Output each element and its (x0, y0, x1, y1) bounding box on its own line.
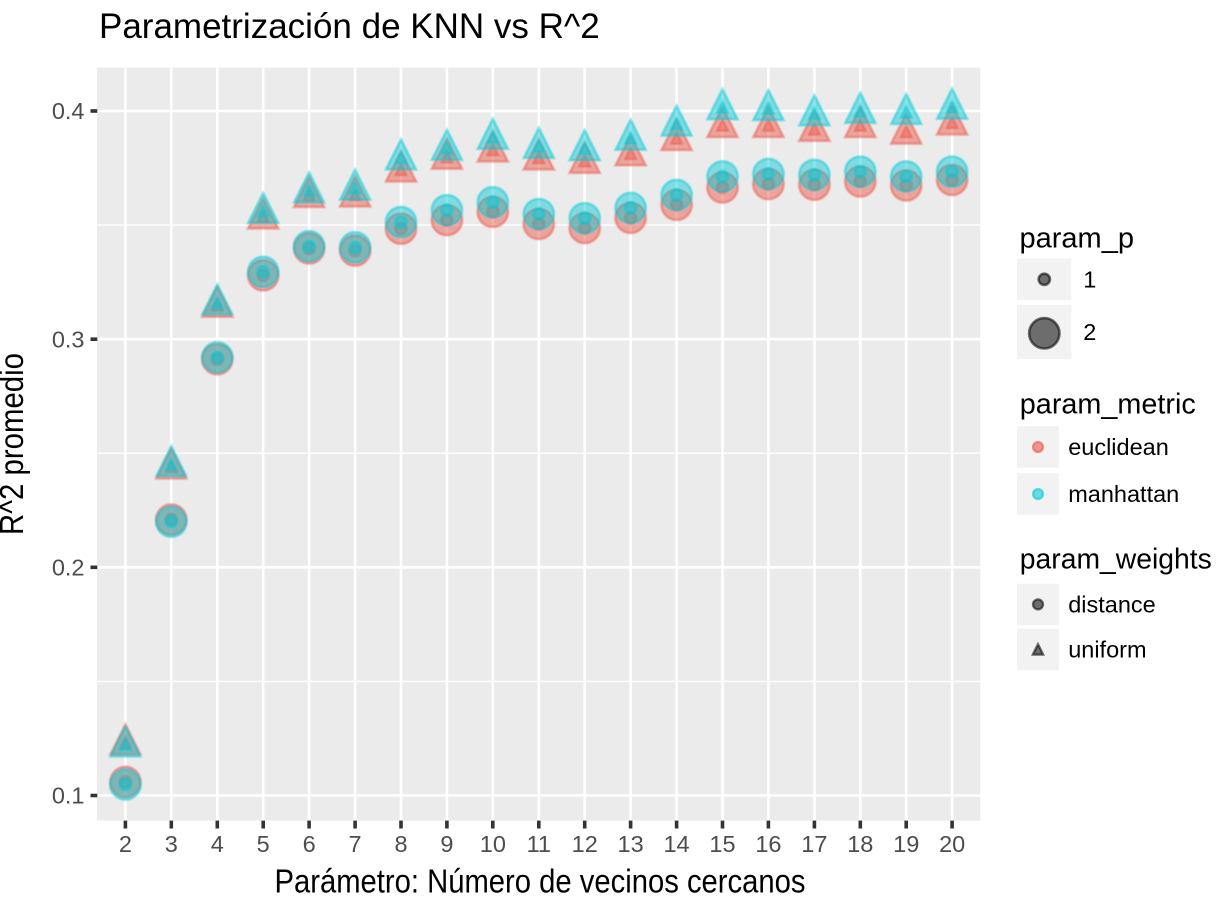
svg-text:uniform: uniform (1068, 637, 1146, 663)
svg-text:4: 4 (211, 831, 224, 857)
svg-text:2: 2 (119, 831, 132, 857)
svg-text:17: 17 (801, 831, 827, 857)
svg-text:distance: distance (1068, 592, 1156, 618)
svg-text:16: 16 (755, 831, 781, 857)
svg-text:13: 13 (618, 831, 644, 857)
svg-text:8: 8 (394, 831, 407, 857)
svg-text:6: 6 (303, 831, 316, 857)
svg-text:12: 12 (572, 831, 598, 857)
svg-text:1: 1 (1083, 267, 1096, 293)
svg-text:0.4: 0.4 (52, 98, 85, 124)
svg-text:0.3: 0.3 (52, 326, 85, 352)
svg-text:0.1: 0.1 (52, 783, 85, 809)
svg-text:2: 2 (1083, 319, 1096, 345)
svg-text:9: 9 (440, 831, 453, 857)
svg-text:5: 5 (257, 831, 270, 857)
svg-text:18: 18 (847, 831, 873, 857)
svg-text:7: 7 (349, 831, 362, 857)
svg-text:param_weights: param_weights (1020, 544, 1212, 576)
svg-text:14: 14 (663, 831, 689, 857)
svg-text:param_metric: param_metric (1020, 388, 1196, 420)
svg-text:Parámetro: Número de vecinos c: Parámetro: Número de vecinos cercanos (275, 863, 806, 900)
svg-text:11: 11 (527, 831, 551, 857)
svg-text:euclidean: euclidean (1068, 434, 1169, 460)
svg-text:0.2: 0.2 (52, 555, 85, 581)
svg-text:15: 15 (709, 831, 735, 857)
svg-text:manhattan: manhattan (1068, 481, 1179, 507)
svg-text:20: 20 (939, 831, 965, 857)
svg-text:19: 19 (893, 831, 919, 857)
svg-text:10: 10 (480, 831, 506, 857)
svg-text:Parametrización de KNN vs R^2: Parametrización de KNN vs R^2 (99, 7, 600, 46)
svg-text:param_p: param_p (1020, 222, 1134, 254)
svg-text:3: 3 (165, 831, 178, 857)
svg-text:R^2 promedio: R^2 promedio (0, 353, 30, 535)
